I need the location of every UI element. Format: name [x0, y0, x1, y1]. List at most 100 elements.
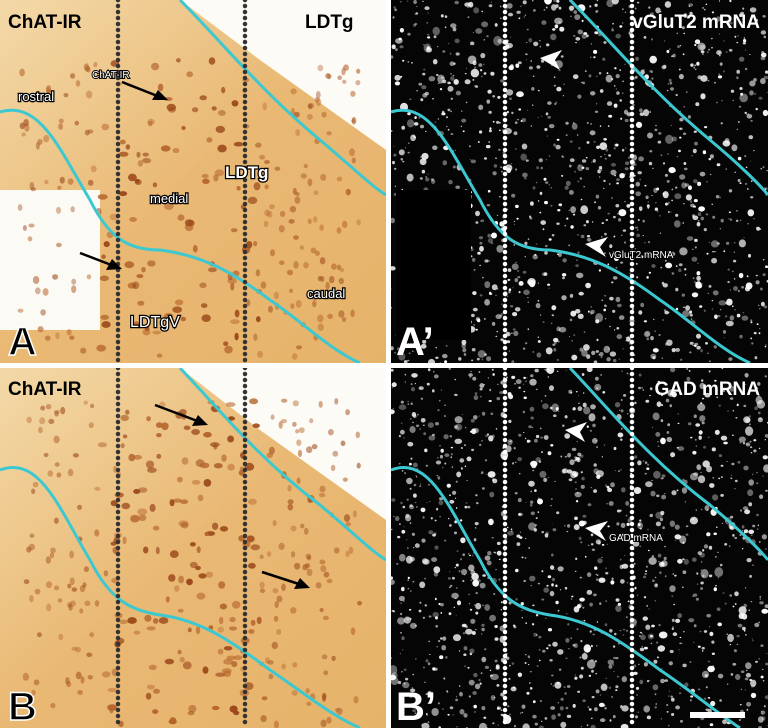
texture [84, 566, 89, 572]
texture [581, 485, 585, 489]
texture [604, 305, 606, 307]
texture [86, 653, 92, 658]
texture [530, 504, 533, 507]
texture [526, 42, 527, 43]
texture [423, 617, 425, 619]
texture [751, 685, 754, 687]
texture [538, 283, 539, 284]
texture [436, 461, 441, 465]
texture [529, 379, 536, 386]
texture [400, 1, 402, 3]
texture [718, 315, 721, 317]
texture [678, 269, 681, 273]
texture [281, 584, 286, 592]
texture [641, 387, 642, 388]
texture [445, 15, 448, 18]
texture [123, 537, 127, 545]
texture [292, 422, 297, 427]
texture [546, 159, 548, 160]
texture [420, 483, 421, 484]
texture [523, 432, 524, 433]
texture [408, 577, 410, 579]
texture [712, 665, 714, 667]
texture [449, 587, 451, 588]
texture [431, 557, 437, 562]
texture [201, 303, 208, 308]
texture [678, 446, 685, 451]
texture [517, 119, 519, 121]
texture [753, 150, 754, 151]
texture [672, 626, 674, 627]
texture [420, 177, 423, 179]
texture [645, 473, 647, 475]
texture [571, 355, 577, 361]
texture [539, 460, 541, 463]
texture [561, 295, 566, 300]
texture [665, 203, 668, 206]
texture [578, 395, 579, 396]
texture [421, 85, 426, 89]
texture [736, 42, 738, 43]
texture [320, 257, 326, 264]
texture [569, 478, 573, 481]
texture [624, 201, 625, 202]
texture [203, 666, 209, 673]
texture [446, 345, 448, 347]
texture [567, 715, 571, 718]
texture [580, 177, 582, 180]
texture [255, 143, 262, 148]
texture [601, 300, 603, 302]
texture [464, 666, 465, 667]
texture [662, 319, 663, 321]
texture [588, 545, 590, 546]
texture [88, 180, 94, 186]
texture [603, 41, 606, 44]
texture [165, 659, 174, 665]
texture [694, 414, 697, 418]
texture [571, 392, 573, 394]
texture [456, 615, 457, 616]
texture [541, 451, 543, 453]
texture [705, 342, 708, 345]
texture [525, 53, 528, 55]
texture [416, 12, 418, 13]
texture [709, 361, 710, 362]
texture [602, 544, 605, 546]
texture [337, 227, 342, 233]
texture [264, 184, 268, 189]
texture [511, 687, 517, 692]
texture [736, 210, 738, 212]
texture [224, 646, 233, 650]
texture [575, 37, 580, 41]
texture [711, 258, 717, 264]
texture [703, 446, 706, 449]
texture [720, 494, 724, 497]
texture [273, 588, 279, 593]
texture [613, 671, 615, 672]
texture [423, 432, 426, 435]
texture [249, 398, 258, 404]
texture [606, 503, 607, 504]
texture [321, 720, 327, 728]
texture [346, 189, 351, 196]
texture [731, 673, 734, 676]
texture [663, 191, 669, 198]
texture [480, 388, 483, 390]
texture [550, 407, 553, 410]
texture [559, 327, 566, 333]
texture [763, 455, 768, 459]
texture [307, 569, 313, 576]
texture [557, 253, 559, 255]
texture [603, 138, 607, 141]
texture [601, 557, 602, 558]
texture [464, 353, 467, 356]
texture [754, 93, 756, 95]
texture [759, 308, 760, 309]
texture [328, 429, 334, 435]
texture [620, 630, 622, 631]
texture [734, 252, 735, 253]
texture [418, 83, 422, 86]
texture [481, 76, 482, 77]
texture [455, 598, 456, 599]
texture [181, 317, 186, 322]
